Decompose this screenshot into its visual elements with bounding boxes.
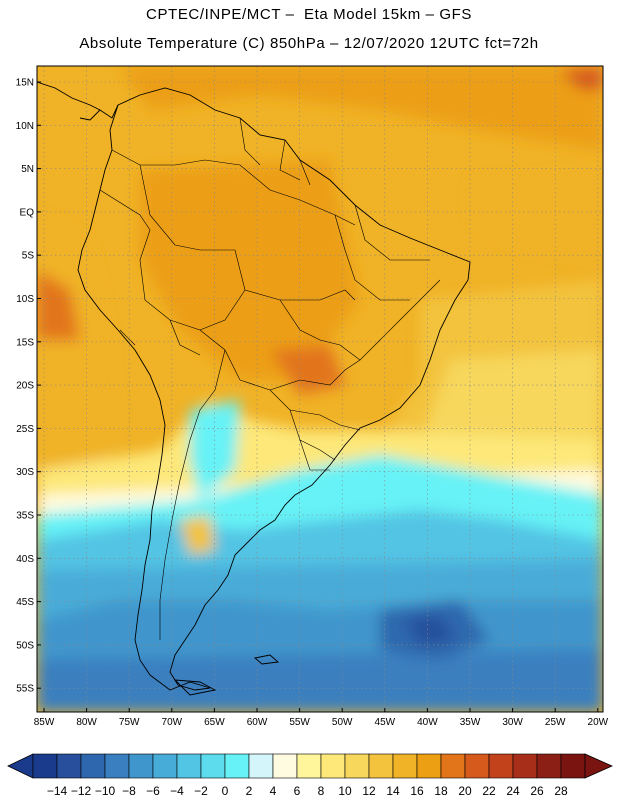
lon-label: 40W	[417, 717, 438, 728]
colorbar-label: −8	[122, 784, 136, 798]
colorbar-label: 22	[482, 784, 496, 798]
colorbar-low-arrow	[7, 753, 34, 779]
colorbar-label: 26	[530, 784, 544, 798]
longitude-labels: 85W 80W 75W 70W 65W 60W 55W 50W 45W 40W 35W 30W 25W 2…	[34, 708, 609, 728]
colorbar-swatch	[416, 753, 442, 779]
lat-label: 15S	[16, 337, 34, 348]
lon-label: 45W	[375, 717, 396, 728]
colorbar-label: 4	[270, 784, 277, 798]
lat-label: 30S	[16, 467, 34, 478]
colorbar-swatch	[200, 753, 226, 779]
lat-label: 5S	[22, 251, 35, 262]
lon-label: 30W	[502, 717, 523, 728]
lat-label: 20S	[16, 381, 34, 392]
lat-label: 10N	[16, 121, 34, 132]
lat-label: 25S	[16, 424, 34, 435]
colorbar-swatch	[224, 753, 250, 779]
south-america-coastline	[77, 87, 471, 691]
lon-label: 65W	[204, 717, 225, 728]
colorbar-swatch	[344, 753, 370, 779]
colorbar-high-arrow	[584, 753, 613, 779]
colorbar-label: 18	[434, 784, 448, 798]
colorbar-swatch	[152, 753, 178, 779]
lon-label: 55W	[289, 717, 310, 728]
colorbar-swatch	[248, 753, 274, 779]
colorbar-swatch	[56, 753, 82, 779]
colorbar-label: 24	[506, 784, 520, 798]
lon-label: 60W	[247, 717, 268, 728]
colorbar: −14 −12 −10 −8 −6 −4 −2 0 2 4 6 8 10 12 14 16 18 20 22 24 26…	[7, 753, 613, 798]
colorbar-label: 6	[294, 784, 301, 798]
colorbar-swatch	[440, 753, 466, 779]
lat-label: 5N	[21, 164, 34, 175]
lon-label: 50W	[332, 717, 353, 728]
lat-label: 45S	[16, 597, 34, 608]
colorbar-label: 14	[386, 784, 400, 798]
colorbar-label: −12	[71, 784, 92, 798]
colorbar-swatch	[488, 753, 514, 779]
colorbar-label: 2	[246, 784, 253, 798]
coastlines	[37, 81, 471, 696]
colorbar-swatch	[320, 753, 346, 779]
tierra-del-fuego	[173, 679, 217, 696]
colorbar-swatch	[368, 753, 394, 779]
map-title-line2: Absolute Temperature (C) 850hPa – 12/07/…	[79, 35, 539, 52]
colorbar-swatch	[32, 753, 58, 779]
country-borders	[99, 117, 441, 640]
colorbar-label: 16	[410, 784, 424, 798]
lon-label: 25W	[545, 717, 566, 728]
lon-label: 80W	[76, 717, 97, 728]
colorbar-swatch	[512, 753, 538, 779]
colorbar-swatch	[392, 753, 418, 779]
lat-label: 35S	[16, 511, 34, 522]
lat-label: 40S	[16, 554, 34, 565]
temperature-field	[37, 66, 603, 712]
lat-label: 10S	[16, 294, 34, 305]
lat-label: 15N	[16, 78, 34, 89]
colorbar-label: 20	[458, 784, 472, 798]
lon-label: 70W	[162, 717, 183, 728]
lon-label: 85W	[34, 717, 55, 728]
lat-label: 50S	[16, 640, 34, 651]
colorbar-label: −10	[95, 784, 116, 798]
colorbar-swatch	[272, 753, 298, 779]
colorbar-swatch	[128, 753, 154, 779]
colorbar-label: −4	[170, 784, 184, 798]
colorbar-label: −14	[47, 784, 68, 798]
colorbar-swatch	[536, 753, 562, 779]
central-america-coastline	[37, 81, 119, 119]
caribbean-coast	[79, 109, 101, 121]
latitude-labels: 15N 10N 5N EQ 5S 10S 15S 20S 25S 30S 35S 40S 45S 50S 5…	[16, 78, 41, 695]
colorbar-swatch	[80, 753, 106, 779]
colorbar-swatch	[296, 753, 322, 779]
colorbar-label: 0	[222, 784, 229, 798]
colorbar-label: 12	[362, 784, 376, 798]
lon-label: 20W	[588, 717, 609, 728]
colorbar-label: 8	[318, 784, 325, 798]
colorbar-label: 10	[338, 784, 352, 798]
colorbar-label: −6	[146, 784, 160, 798]
map-title-line1: CPTEC/INPE/MCT – Eta Model 15km – GFS	[146, 6, 472, 23]
map-frame	[36, 65, 604, 713]
colorbar-swatch	[176, 753, 202, 779]
colorbar-swatch	[464, 753, 490, 779]
falklands	[254, 654, 280, 665]
lat-label: 55S	[16, 684, 34, 695]
colorbar-swatch	[560, 753, 586, 779]
colorbar-swatch	[104, 753, 130, 779]
colorbar-label: 28	[554, 784, 568, 798]
lon-label: 75W	[119, 717, 140, 728]
colorbar-label: −2	[194, 784, 208, 798]
lon-label: 35W	[460, 717, 481, 728]
lat-label: EQ	[20, 207, 35, 218]
